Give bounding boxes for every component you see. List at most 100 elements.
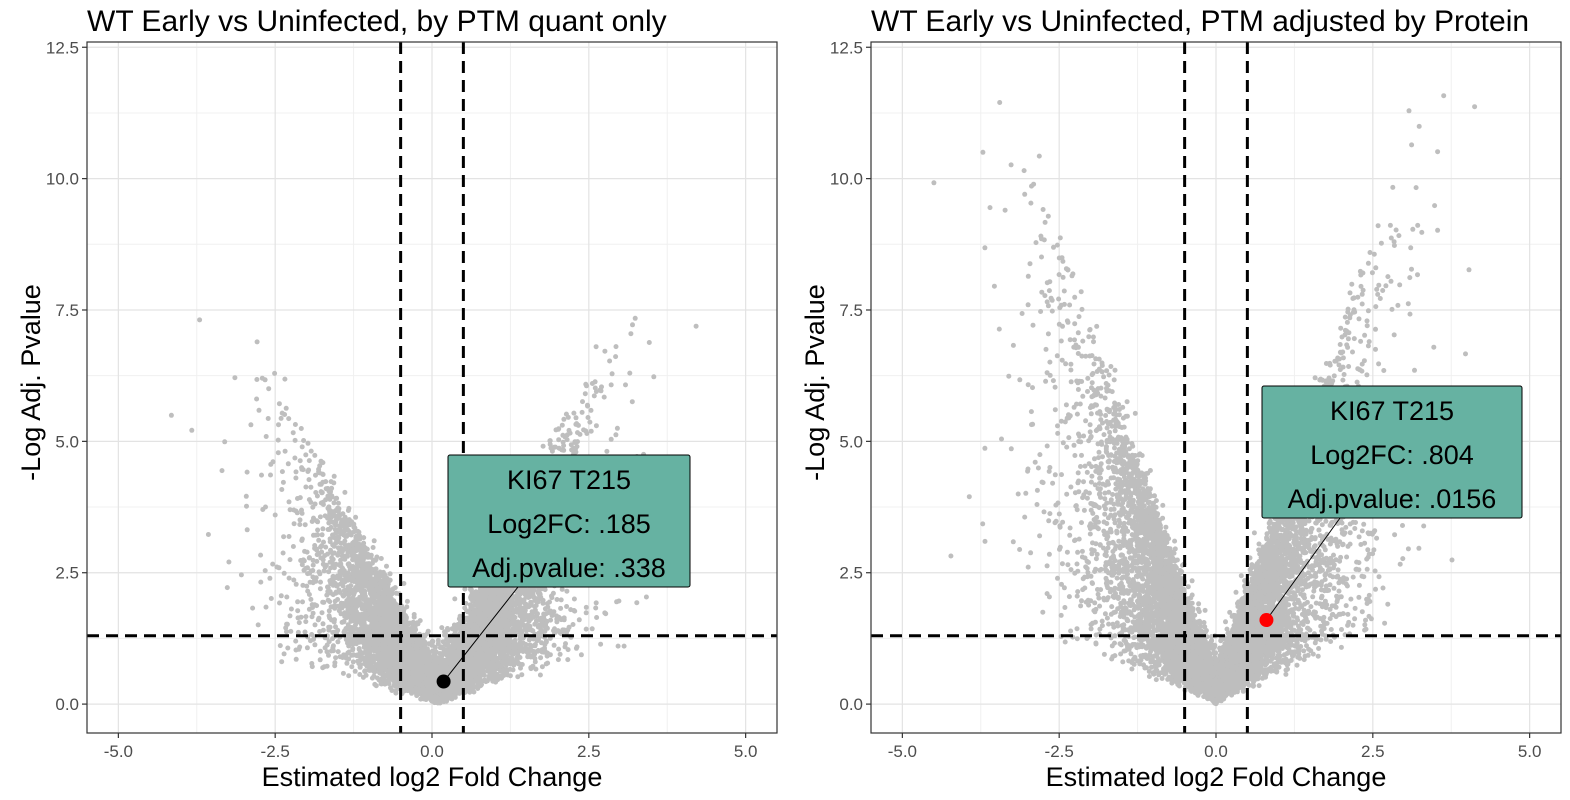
data-point [222,439,228,445]
data-point [452,596,458,602]
data-point [310,504,316,510]
data-point [285,645,291,651]
data-point [335,649,341,655]
data-point [555,657,561,663]
data-point [384,563,389,569]
data-point [324,649,330,655]
data-point [309,661,315,666]
data-point [266,386,272,392]
data-point [297,517,303,523]
data-point [280,479,286,485]
data-point [317,514,323,520]
data-point [317,648,323,654]
gridlines [87,42,777,733]
data-point [548,617,554,623]
data-point [340,670,346,676]
data-point [565,657,571,663]
data-point [332,605,338,611]
data-point [224,585,230,591]
data-point [393,688,399,694]
data-point [556,437,562,443]
data-point [255,622,261,628]
data-point [318,579,323,585]
data-point [279,487,285,492]
data-point [462,586,468,592]
data-point [565,647,571,653]
data-point [291,577,297,583]
data-point [326,520,332,526]
data-point [304,583,310,589]
data-point [276,401,282,407]
data-point [283,405,289,411]
data-point [281,570,287,576]
data-point [288,606,294,612]
data-point [348,532,354,538]
data-point [556,445,562,451]
data-point [295,608,301,614]
data-point [326,569,332,575]
data-point [552,626,557,632]
data-point [303,484,309,490]
data-point [303,614,309,620]
data-point [302,629,308,635]
data-point [349,664,355,670]
data-point [263,434,269,439]
data-point [287,507,293,513]
data-point [554,619,560,625]
data-point [584,431,590,436]
data-point [350,646,356,652]
data-point [277,600,282,606]
data-point [404,598,410,604]
data-point [576,617,582,623]
data-point [331,473,337,479]
data-point [563,641,568,647]
data-point [307,555,312,561]
data-point [313,472,318,478]
data-point [303,619,309,625]
data-point [317,657,323,663]
data-point [343,610,349,616]
data-point [320,599,326,605]
data-point [322,513,328,519]
data-point [238,572,244,578]
data-point [325,597,331,603]
data-point [585,402,590,408]
data-point [344,615,349,621]
data-point [308,448,314,454]
data-point [632,315,638,321]
data-point [559,586,565,592]
data-point [274,564,280,570]
data-point [285,461,291,467]
data-point [244,527,250,533]
data-point [268,596,274,601]
data-point [310,574,316,580]
data-point [591,393,597,399]
data-point [371,538,377,544]
data-point [515,674,521,680]
data-point [277,643,283,649]
data-point [621,643,627,649]
data-point [370,545,376,550]
data-point [308,638,313,644]
data-point [263,604,269,610]
data-point [286,575,292,581]
data-point [623,382,628,388]
data-point [593,605,599,611]
data-point [296,620,302,626]
data-point [326,608,332,614]
data-point [244,469,250,475]
data-point [300,599,305,605]
data-point [316,537,322,543]
data-point [258,552,264,558]
data-point [268,472,273,478]
data-point [282,448,288,454]
data-point [312,642,318,648]
data-point [316,615,322,621]
data-point [392,585,398,591]
data-point [317,586,323,592]
data-point [265,416,271,421]
data-point [583,604,589,610]
data-point [320,526,326,532]
data-point [293,581,299,587]
data-point [348,583,354,589]
